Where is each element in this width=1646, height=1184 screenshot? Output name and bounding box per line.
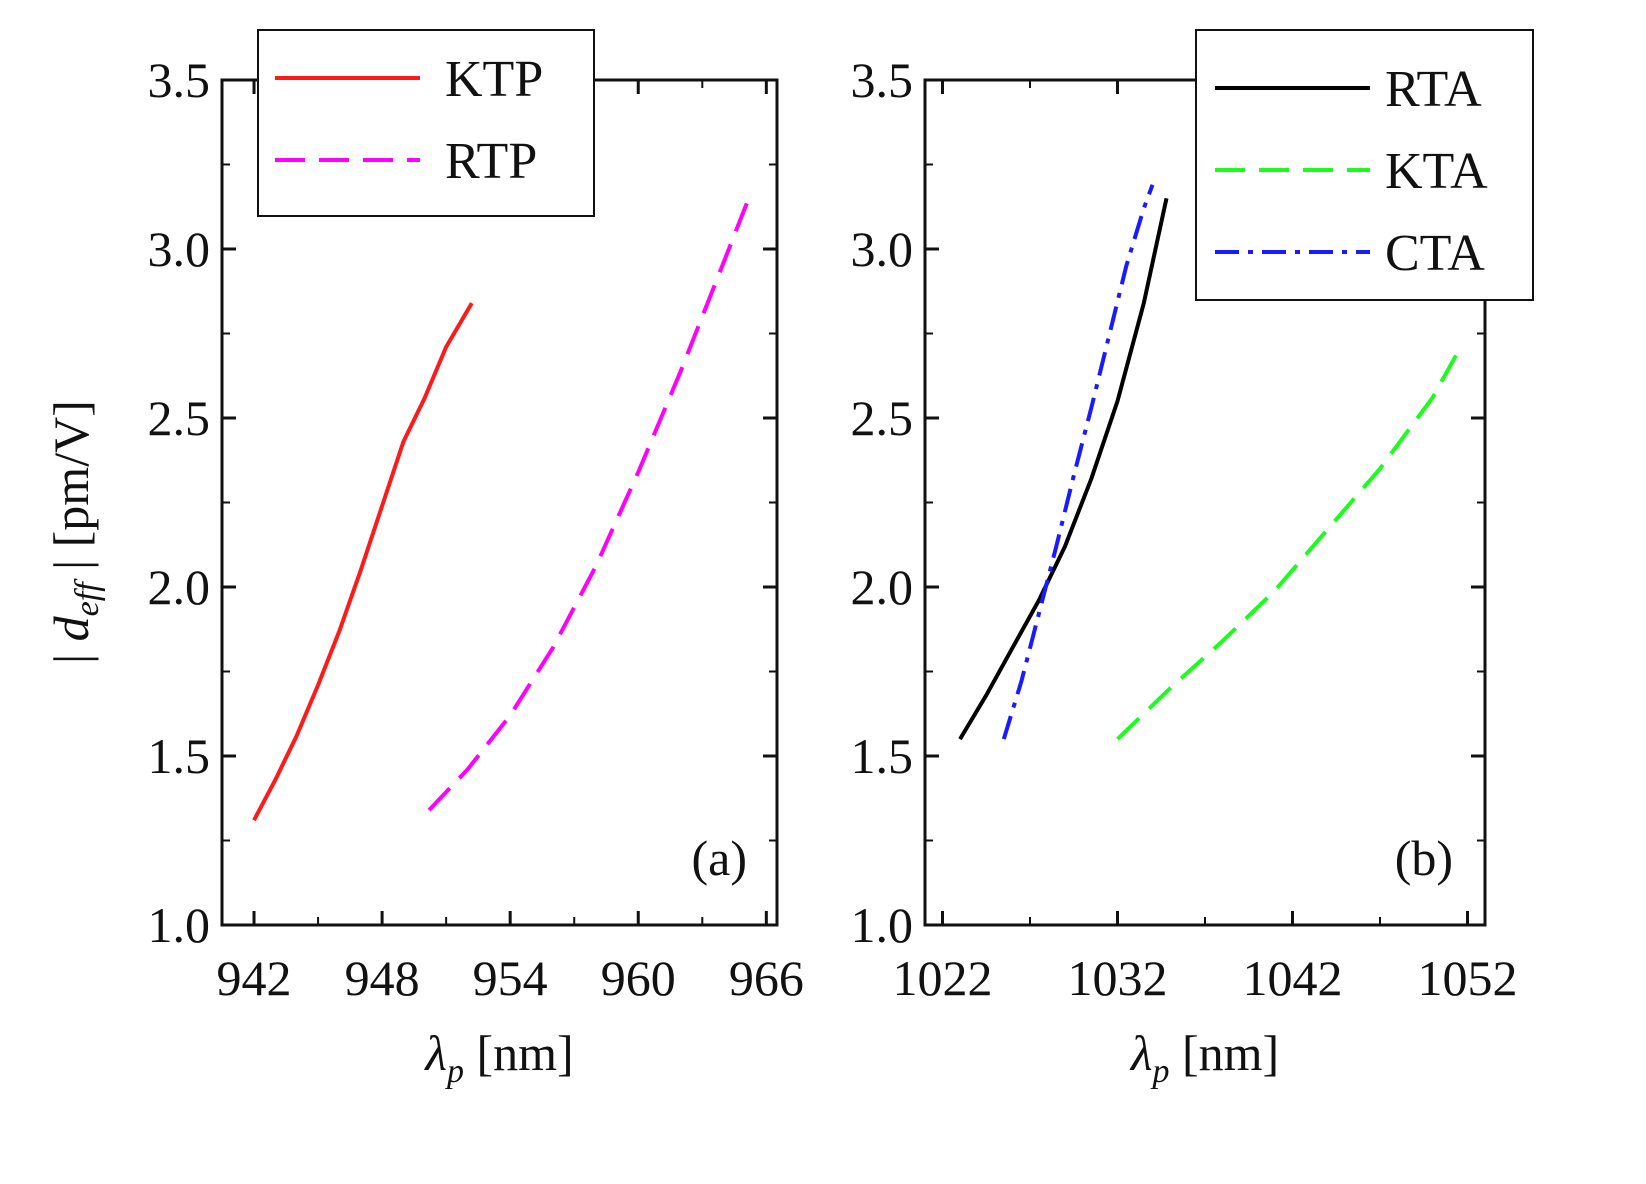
legend: RTA KTA CTA (1195, 29, 1534, 301)
y-tick-label: 1.5 (851, 728, 914, 784)
legend-label-rta: RTA (1385, 61, 1482, 118)
series-line-ktp (252, 302, 474, 822)
y-tick-label: 2.5 (851, 390, 914, 446)
x-axis-label-symbol: λ (423, 1025, 447, 1081)
panel-a: 942 948 954 960 966 1.0 1.5 2.0 2.5 3.0 3.5 λp [nm]… (148, 29, 804, 1090)
x-axis-label-unit: [nm] (464, 1025, 574, 1081)
y-tick-label: 3.0 (851, 221, 914, 277)
x-axis-label: λp [nm] (1129, 1025, 1279, 1090)
y-axis-label-subscript: eff (69, 578, 106, 617)
x-tick-label: 1052 (1418, 950, 1518, 1006)
x-tick-label: 966 (729, 950, 804, 1006)
panel-label: (a) (692, 830, 748, 886)
x-tick-label: 948 (345, 950, 420, 1006)
legend-box (257, 29, 595, 217)
panel-label: (b) (1395, 830, 1453, 886)
series-line-rtp (427, 190, 754, 812)
x-tick-label: 1042 (1243, 950, 1343, 1006)
legend-label-kta: KTA (1385, 143, 1488, 200)
panel-b: 1022 1032 1042 1052 1.0 1.5 2.0 2.5 3.0 3.5 λp [nm… (851, 29, 1534, 1090)
x-tick-label: 954 (473, 950, 548, 1006)
y-axis-label-close-bar: | (43, 547, 99, 582)
y-tick-label: 2.0 (148, 559, 211, 615)
y-tick-label: 2.5 (148, 390, 211, 446)
x-axis-label-unit: [nm] (1169, 1025, 1279, 1081)
x-tick-label: 1032 (1068, 950, 1168, 1006)
y-tick-label: 2.0 (851, 559, 914, 615)
x-axis-label: λp [nm] (423, 1025, 573, 1090)
legend-box (1195, 29, 1534, 301)
x-tick-label: 1022 (893, 950, 993, 1006)
x-axis-label-subscript: p (445, 1053, 464, 1090)
y-axis-label-open-bar: | (43, 641, 99, 664)
y-axis-label-symbol: d (43, 615, 99, 641)
series-line-rta (958, 197, 1169, 741)
legend-label-rtp: RTP (445, 133, 537, 190)
x-tick-label: 942 (217, 950, 292, 1006)
y-tick-label: 1.0 (148, 897, 211, 953)
x-axis-label-subscript: p (1150, 1053, 1169, 1090)
y-tick-label: 1.5 (148, 728, 211, 784)
x-axis-label-symbol: λ (1129, 1025, 1153, 1081)
legend: KTP RTP (257, 29, 595, 217)
y-tick-label: 3.0 (148, 221, 211, 277)
legend-label-ktp: KTP (445, 51, 543, 108)
y-tick-label: 3.5 (851, 52, 914, 108)
series-line-kta (1116, 349, 1461, 741)
legend-label-cta: CTA (1385, 225, 1485, 282)
y-tick-label: 3.5 (148, 52, 211, 108)
series-line-cta (1001, 184, 1155, 740)
y-tick-label: 1.0 (851, 897, 914, 953)
y-axis-label-unit: [pm/V] (43, 400, 99, 547)
x-tick-label: 960 (601, 950, 676, 1006)
y-axis-label: | deff | [pm/V] (43, 400, 106, 664)
